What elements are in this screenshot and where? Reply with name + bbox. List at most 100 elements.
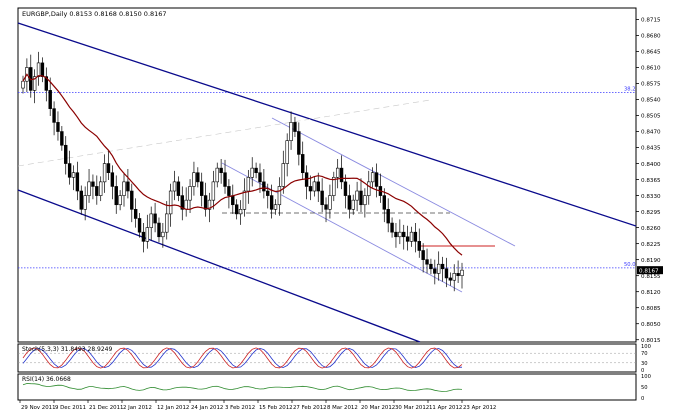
- bear-candle: [320, 190, 324, 206]
- bear-candle: [200, 181, 204, 196]
- bear-candle: [95, 186, 99, 196]
- bull-candle: [250, 167, 254, 178]
- fib-level-label: 38.2: [624, 87, 636, 93]
- bear-candle: [297, 131, 301, 155]
- rsi-line: [22, 383, 463, 392]
- bear-candle: [269, 195, 274, 210]
- bear-candle: [106, 163, 111, 174]
- bear-candle: [227, 186, 231, 196]
- bear-candle: [176, 181, 181, 196]
- bull-candle: [211, 181, 216, 201]
- upper-channel-line: [17, 22, 637, 227]
- price-tick-label: 0.8050: [641, 322, 661, 328]
- bull-candle: [102, 163, 107, 183]
- date-tick-label: 8 Mar 2012: [327, 405, 358, 411]
- bull-candle: [398, 231, 402, 238]
- fib-level-label: 50.0: [624, 262, 636, 268]
- date-tick-label: 20 Mar 2012: [361, 405, 395, 411]
- bear-candle: [390, 222, 394, 233]
- bear-candle: [234, 204, 239, 215]
- bear-candle: [374, 172, 379, 187]
- date-tick-label: 12 Jan 2012: [157, 405, 189, 411]
- bear-candle: [60, 131, 64, 146]
- bear-candle: [40, 62, 45, 77]
- bull-candle: [335, 167, 340, 178]
- bear-candle: [114, 186, 118, 206]
- bull-candle: [83, 195, 87, 210]
- bear-candle: [324, 204, 328, 210]
- bear-candle: [262, 181, 266, 192]
- bull-candle: [436, 263, 441, 274]
- bull-candle: [332, 176, 336, 196]
- bull-candle: [242, 190, 247, 210]
- bull-candle: [122, 181, 126, 196]
- stoch-tick-label: 0: [641, 368, 644, 374]
- rsi-panel: [17, 373, 637, 401]
- price-panel: [17, 7, 637, 343]
- bear-candle: [316, 181, 320, 192]
- bear-candle: [141, 231, 146, 242]
- price-tick-label: 0.8330: [641, 194, 661, 200]
- bear-candle: [293, 122, 297, 132]
- price-tick-label: 0.8715: [641, 18, 661, 24]
- bull-candle: [409, 231, 414, 242]
- bear-candle: [433, 268, 437, 274]
- moving-average-line: [22, 73, 463, 256]
- price-tick-label: 0.8120: [641, 290, 661, 296]
- bull-candle: [215, 167, 219, 183]
- bear-candle: [67, 163, 72, 178]
- bear-candle: [386, 209, 390, 224]
- stoch-main-line: [22, 347, 463, 369]
- stoch-tick-label: 70: [641, 351, 648, 357]
- date-tick-label: 3 Feb 2012: [225, 405, 255, 411]
- price-tick-label: 0.8610: [641, 66, 661, 72]
- bear-candle: [48, 90, 52, 109]
- rsi-tick-label: 50: [641, 385, 648, 391]
- price-tick-label: 0.8260: [641, 226, 661, 232]
- bear-candle: [52, 108, 56, 123]
- bull-candle: [281, 163, 285, 187]
- bear-candle: [347, 195, 352, 210]
- date-tick-label: 9 Dec 2011: [55, 405, 86, 411]
- bull-candle: [98, 181, 103, 196]
- bull-candle: [184, 199, 188, 210]
- bear-candle: [405, 236, 410, 242]
- bull-candle: [312, 181, 317, 192]
- bull-candle: [370, 172, 375, 183]
- bear-candle: [456, 273, 460, 276]
- bull-candle: [460, 269, 464, 276]
- price-tick-label: 0.8470: [641, 130, 661, 136]
- current-price-tag: [637, 266, 663, 275]
- bear-candle: [133, 209, 138, 219]
- bull-candle: [87, 181, 91, 196]
- rsi-label: RSI(14) 36.0668: [22, 376, 71, 383]
- bear-candle: [339, 167, 344, 183]
- bear-candle: [382, 195, 387, 210]
- bear-candle: [402, 231, 406, 238]
- bear-candle: [157, 222, 161, 238]
- bear-candle: [301, 154, 305, 174]
- bear-candle: [444, 268, 449, 279]
- bear-candle: [75, 172, 80, 192]
- bear-candle: [429, 263, 433, 270]
- price-tick-label: 0.8225: [641, 242, 661, 248]
- bull-candle: [21, 80, 25, 89]
- bull-candle: [238, 209, 243, 215]
- bull-candle: [355, 190, 359, 201]
- bear-candle: [137, 218, 142, 233]
- price-tick-label: 0.8365: [641, 178, 661, 184]
- price-tick-label: 0.8680: [641, 34, 661, 40]
- bear-candle: [440, 263, 445, 270]
- bull-candle: [328, 195, 332, 210]
- bear-candle: [223, 172, 227, 187]
- bear-candle: [44, 76, 49, 91]
- price-tick-label: 0.8435: [641, 146, 661, 152]
- date-tick-label: 11 Apr 2012: [429, 405, 462, 411]
- bull-candle: [363, 195, 367, 206]
- bull-candle: [161, 231, 165, 238]
- bear-candle: [91, 181, 95, 187]
- bear-candle: [448, 277, 453, 281]
- inner-channel-upper: [271, 117, 516, 247]
